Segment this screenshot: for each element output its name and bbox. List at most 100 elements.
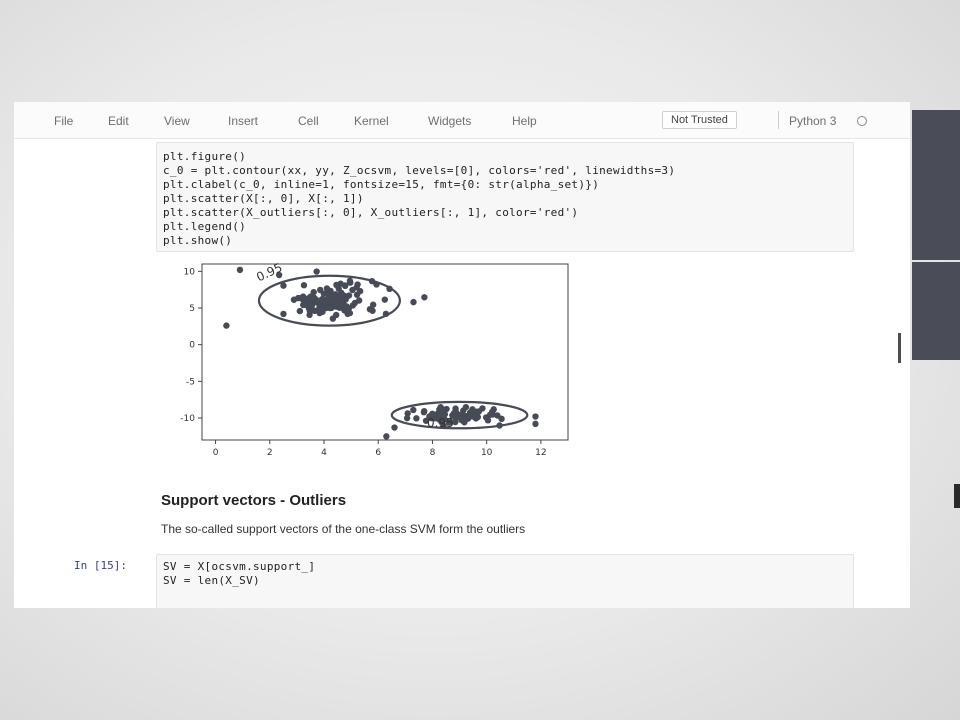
scatter-point [369,301,377,308]
code-line: plt.legend() [163,220,247,233]
side-marker [898,333,901,363]
scatter-point [420,407,428,415]
scatter-point [457,413,465,421]
scatter-point [316,303,323,311]
not-trusted-button[interactable]: Not Trusted [662,111,737,129]
x-tick-label: 6 [375,448,381,458]
outlier-point [410,298,417,306]
code-line: SV = len(X_SV) [163,574,260,587]
scatter-point [310,288,317,296]
code-line: SV = X[ocsvm.support_] [163,560,316,573]
outlier-point [532,413,539,420]
scatter-point [381,296,389,303]
scatter-point [421,294,428,301]
scatter-point [319,295,326,303]
x-tick-label: 0 [213,448,219,458]
scatter-point [335,292,343,299]
scatter-point [441,415,448,423]
scatter-point [472,410,479,417]
outlier-point [383,433,390,440]
y-tick-label: 5 [189,304,195,314]
menu-edit[interactable]: Edit [108,114,129,128]
scatter-point [346,309,354,317]
scatter-point [333,281,340,289]
menu-file[interactable]: File [54,114,74,128]
code-line: plt.scatter(X[:, 0], X[:, 1]) [163,192,364,205]
outlier-point [532,420,539,428]
side-panel [912,110,960,260]
menu-insert[interactable]: Insert [228,114,259,128]
scatter-point [327,304,334,312]
code-cell[interactable]: plt.figure() c_0 = plt.contour(xx, yy, Z… [156,142,854,252]
scatter-point [494,412,501,419]
scatter-point [445,419,453,426]
scatter-point [275,271,283,279]
notebook-screen: File Edit View Insert Cell Kernel Widget… [14,102,910,608]
scatter-point [342,295,349,303]
scatter-point [280,282,287,289]
scatter-point [413,415,420,422]
scatter-point [353,291,361,298]
scatter-point [452,413,459,421]
scatter-point [343,303,350,310]
side-panel-lower [912,262,960,360]
code-line: plt.show() [163,234,233,247]
menu-kernel[interactable]: Kernel [354,114,389,128]
scatter-point [299,296,307,303]
scatter-point [403,414,411,422]
scatter-point [306,307,313,314]
scatter-point [443,405,450,413]
cell-prompt: In [15]: [74,559,127,572]
scatter-point [296,307,304,315]
scatter-point [404,410,411,417]
scatter-point [369,307,376,314]
x-tick-label: 12 [535,448,546,458]
edge-glyph [954,484,960,508]
contour-label: 0.95 [427,416,454,430]
scatter-point [351,299,359,307]
y-tick-label: 0 [189,341,195,351]
scatter-point [484,417,492,424]
scatter-point [280,310,287,318]
code-line: c_0 = plt.contour(xx, yy, Z_ocsvm, level… [163,164,676,177]
x-tick-label: 2 [267,448,273,458]
scatter-point [441,411,449,418]
scatter-point [323,285,331,292]
menu-view[interactable]: View [164,114,190,128]
scatter-point [490,406,497,413]
menu-widgets[interactable]: Widgets [428,114,472,128]
scatter-point [300,301,308,309]
scatter-point [332,311,340,319]
outlier-point [391,424,398,431]
plot-frame [201,263,569,441]
outlier-point [236,266,244,274]
scatter-point [333,300,340,307]
scatter-point [320,290,328,297]
scatter-point [410,406,417,414]
scatter-point [462,403,470,411]
scatter-point [327,293,334,301]
section-heading: Support vectors - Outliers [161,492,347,509]
kernel-separator [778,111,779,129]
menu-cell[interactable]: Cell [298,114,319,128]
section-paragraph: The so-called support vectors of the one… [161,522,526,536]
scatter-point [429,410,436,418]
kernel-name[interactable]: Python 3 [789,114,837,128]
code-cell-2[interactable]: SV = X[ocsvm.support_] SV = len(X_SV) [156,554,854,608]
scatter-point [347,279,354,286]
menu-help[interactable]: Help [512,114,537,128]
scatter-point [466,409,474,416]
x-tick-label: 8 [430,448,436,458]
contour-line [390,400,529,430]
scatter-point [313,268,320,275]
code-line: plt.clabel(c_0, inline=1, fontsize=15, f… [163,178,600,191]
code-line: plt.scatter(X_outliers[:, 0], X_outliers… [163,206,579,219]
scatter-point [437,403,444,411]
contour-line [257,274,402,327]
scatter-point [321,300,328,308]
menubar: File Edit View Insert Cell Kernel Widget… [14,102,910,139]
scatter-point [338,300,346,307]
code-line: plt.figure() [163,150,247,163]
scatter-point [310,294,318,302]
